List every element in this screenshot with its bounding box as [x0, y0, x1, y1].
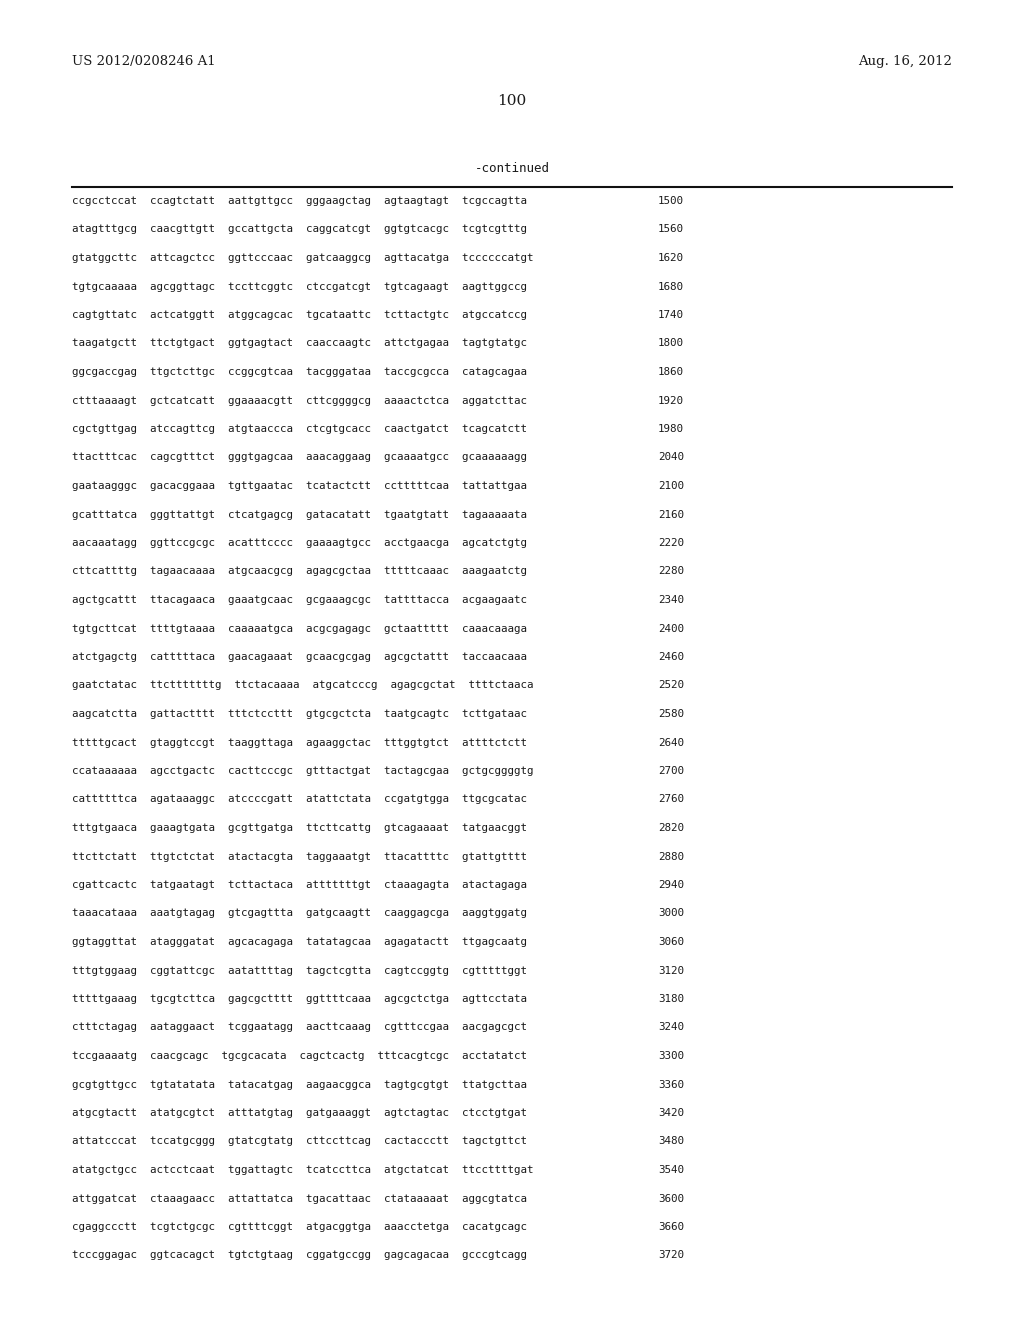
Text: gaatctatac  ttctttttttg  ttctacaaaa  atgcatcccg  agagcgctat  ttttctaaca: gaatctatac ttctttttttg ttctacaaaa atgcat… — [72, 681, 534, 690]
Text: cgctgttgag  atccagttcg  atgtaaccca  ctcgtgcacc  caactgatct  tcagcatctt: cgctgttgag atccagttcg atgtaaccca ctcgtgc… — [72, 424, 527, 434]
Text: aacaaatagg  ggttccgcgc  acatttcccc  gaaaagtgcc  acctgaacga  agcatctgtg: aacaaatagg ggttccgcgc acatttcccc gaaaagt… — [72, 539, 527, 548]
Text: ccataaaaaa  agcctgactc  cacttcccgc  gtttactgat  tactagcgaa  gctgcggggtg: ccataaaaaa agcctgactc cacttcccgc gtttact… — [72, 766, 534, 776]
Text: 2820: 2820 — [658, 822, 684, 833]
Text: 1740: 1740 — [658, 310, 684, 319]
Text: tccgaaaatg  caacgcagc  tgcgcacata  cagctcactg  tttcacgtcgc  acctatatct: tccgaaaatg caacgcagc tgcgcacata cagctcac… — [72, 1051, 527, 1061]
Text: 2100: 2100 — [658, 480, 684, 491]
Text: atagtttgcg  caacgttgtt  gccattgcta  caggcatcgt  ggtgtcacgc  tcgtcgtttg: atagtttgcg caacgttgtt gccattgcta caggcat… — [72, 224, 527, 235]
Text: 2340: 2340 — [658, 595, 684, 605]
Text: 2160: 2160 — [658, 510, 684, 520]
Text: atatgctgcc  actcctcaat  tggattagtc  tcatccttca  atgctatcat  ttccttttgat: atatgctgcc actcctcaat tggattagtc tcatcct… — [72, 1166, 534, 1175]
Text: gcgtgttgcc  tgtatatata  tatacatgag  aagaacggca  tagtgcgtgt  ttatgcttaa: gcgtgttgcc tgtatatata tatacatgag aagaacg… — [72, 1080, 527, 1089]
Text: 3660: 3660 — [658, 1222, 684, 1232]
Text: ggcgaccgag  ttgctcttgc  ccggcgtcaa  tacgggataa  taccgcgcca  catagcagaa: ggcgaccgag ttgctcttgc ccggcgtcaa tacggga… — [72, 367, 527, 378]
Text: 3720: 3720 — [658, 1250, 684, 1261]
Text: 100: 100 — [498, 94, 526, 108]
Text: gtatggcttc  attcagctcc  ggttcccaac  gatcaaggcg  agttacatga  tccccccatgt: gtatggcttc attcagctcc ggttcccaac gatcaag… — [72, 253, 534, 263]
Text: attggatcat  ctaaagaacc  attattatca  tgacattaac  ctataaaaat  aggcgtatca: attggatcat ctaaagaacc attattatca tgacatt… — [72, 1193, 527, 1204]
Text: 2460: 2460 — [658, 652, 684, 663]
Text: 3060: 3060 — [658, 937, 684, 946]
Text: tttgtggaag  cggtattcgc  aatattttag  tagctcgtta  cagtccggtg  cgtttttggt: tttgtggaag cggtattcgc aatattttag tagctcg… — [72, 965, 527, 975]
Text: 2220: 2220 — [658, 539, 684, 548]
Text: taaacataaa  aaatgtagag  gtcgagttta  gatgcaagtt  caaggagcga  aaggtggatg: taaacataaa aaatgtagag gtcgagttta gatgcaa… — [72, 908, 527, 919]
Text: 1980: 1980 — [658, 424, 684, 434]
Text: 1560: 1560 — [658, 224, 684, 235]
Text: cgaggccctt  tcgtctgcgc  cgttttcggt  atgacggtga  aaacctetga  cacatgcagc: cgaggccctt tcgtctgcgc cgttttcggt atgacgg… — [72, 1222, 527, 1232]
Text: agctgcattt  ttacagaaca  gaaatgcaac  gcgaaagcgc  tattttacca  acgaagaatc: agctgcattt ttacagaaca gaaatgcaac gcgaaag… — [72, 595, 527, 605]
Text: ttcttctatt  ttgtctctat  atactacgta  taggaaatgt  ttacattttc  gtattgtttt: ttcttctatt ttgtctctat atactacgta taggaaa… — [72, 851, 527, 862]
Text: 2940: 2940 — [658, 880, 684, 890]
Text: 3480: 3480 — [658, 1137, 684, 1147]
Text: taagatgctt  ttctgtgact  ggtgagtact  caaccaagtc  attctgagaa  tagtgtatgc: taagatgctt ttctgtgact ggtgagtact caaccaa… — [72, 338, 527, 348]
Text: 2640: 2640 — [658, 738, 684, 747]
Text: US 2012/0208246 A1: US 2012/0208246 A1 — [72, 55, 216, 69]
Text: 2040: 2040 — [658, 453, 684, 462]
Text: tgtgcaaaaa  agcggttagc  tccttcggtc  ctccgatcgt  tgtcagaagt  aagttggccg: tgtgcaaaaa agcggttagc tccttcggtc ctccgat… — [72, 281, 527, 292]
Text: cattttttca  agataaaggc  atccccgatt  atattctata  ccgatgtgga  ttgcgcatac: cattttttca agataaaggc atccccgatt atattct… — [72, 795, 527, 804]
Text: 2280: 2280 — [658, 566, 684, 577]
Text: 2760: 2760 — [658, 795, 684, 804]
Text: 3600: 3600 — [658, 1193, 684, 1204]
Text: gaataagggc  gacacggaaa  tgttgaatac  tcatactctt  cctttttcaa  tattattgaa: gaataagggc gacacggaaa tgttgaatac tcatact… — [72, 480, 527, 491]
Text: 1620: 1620 — [658, 253, 684, 263]
Text: tgtgcttcat  ttttgtaaaa  caaaaatgca  acgcgagagc  gctaattttt  caaacaaaga: tgtgcttcat ttttgtaaaa caaaaatgca acgcgag… — [72, 623, 527, 634]
Text: tttgtgaaca  gaaagtgata  gcgttgatga  ttcttcattg  gtcagaaaat  tatgaacggt: tttgtgaaca gaaagtgata gcgttgatga ttcttca… — [72, 822, 527, 833]
Text: 2880: 2880 — [658, 851, 684, 862]
Text: -continued: -continued — [474, 162, 550, 176]
Text: ctttaaaagt  gctcatcatt  ggaaaacgtt  cttcggggcg  aaaactctca  aggatcttac: ctttaaaagt gctcatcatt ggaaaacgtt cttcggg… — [72, 396, 527, 405]
Text: aagcatctta  gattactttt  tttctccttt  gtgcgctcta  taatgcagtc  tcttgataac: aagcatctta gattactttt tttctccttt gtgcgct… — [72, 709, 527, 719]
Text: 2700: 2700 — [658, 766, 684, 776]
Text: 3240: 3240 — [658, 1023, 684, 1032]
Text: 1500: 1500 — [658, 195, 684, 206]
Text: attatcccat  tccatgcggg  gtatcgtatg  cttccttcag  cactaccctt  tagctgttct: attatcccat tccatgcggg gtatcgtatg cttcctt… — [72, 1137, 527, 1147]
Text: atgcgtactt  atatgcgtct  atttatgtag  gatgaaaggt  agtctagtac  ctcctgtgat: atgcgtactt atatgcgtct atttatgtag gatgaaa… — [72, 1107, 527, 1118]
Text: tttttgaaag  tgcgtcttca  gagcgctttt  ggttttcaaa  agcgctctga  agttcctata: tttttgaaag tgcgtcttca gagcgctttt ggttttc… — [72, 994, 527, 1005]
Text: 2580: 2580 — [658, 709, 684, 719]
Text: 1800: 1800 — [658, 338, 684, 348]
Text: 3120: 3120 — [658, 965, 684, 975]
Text: tttttgcact  gtaggtccgt  taaggttaga  agaaggctac  tttggtgtct  attttctctt: tttttgcact gtaggtccgt taaggttaga agaaggc… — [72, 738, 527, 747]
Text: cagtgttatc  actcatggtt  atggcagcac  tgcataattc  tcttactgtc  atgccatccg: cagtgttatc actcatggtt atggcagcac tgcataa… — [72, 310, 527, 319]
Text: 3300: 3300 — [658, 1051, 684, 1061]
Text: ctttctagag  aataggaact  tcggaatagg  aacttcaaag  cgtttccgaa  aacgagcgct: ctttctagag aataggaact tcggaatagg aacttca… — [72, 1023, 527, 1032]
Text: 1920: 1920 — [658, 396, 684, 405]
Text: 3000: 3000 — [658, 908, 684, 919]
Text: Aug. 16, 2012: Aug. 16, 2012 — [858, 55, 952, 69]
Text: atctgagctg  catttttaca  gaacagaaat  gcaacgcgag  agcgctattt  taccaacaaa: atctgagctg catttttaca gaacagaaat gcaacgc… — [72, 652, 527, 663]
Text: ggtaggttat  atagggatat  agcacagaga  tatatagcaa  agagatactt  ttgagcaatg: ggtaggttat atagggatat agcacagaga tatatag… — [72, 937, 527, 946]
Text: cgattcactc  tatgaatagt  tcttactaca  atttttttgt  ctaaagagta  atactagaga: cgattcactc tatgaatagt tcttactaca atttttt… — [72, 880, 527, 890]
Text: 1860: 1860 — [658, 367, 684, 378]
Text: 3540: 3540 — [658, 1166, 684, 1175]
Text: ttactttcac  cagcgtttct  gggtgagcaa  aaacaggaag  gcaaaatgcc  gcaaaaaagg: ttactttcac cagcgtttct gggtgagcaa aaacagg… — [72, 453, 527, 462]
Text: 2520: 2520 — [658, 681, 684, 690]
Text: gcatttatca  gggttattgt  ctcatgagcg  gatacatatt  tgaatgtatt  tagaaaaata: gcatttatca gggttattgt ctcatgagcg gatacat… — [72, 510, 527, 520]
Text: 3360: 3360 — [658, 1080, 684, 1089]
Text: 3420: 3420 — [658, 1107, 684, 1118]
Text: 2400: 2400 — [658, 623, 684, 634]
Text: cttcattttg  tagaacaaaa  atgcaacgcg  agagcgctaa  tttttcaaac  aaagaatctg: cttcattttg tagaacaaaa atgcaacgcg agagcgc… — [72, 566, 527, 577]
Text: 3180: 3180 — [658, 994, 684, 1005]
Text: 1680: 1680 — [658, 281, 684, 292]
Text: tcccggagac  ggtcacagct  tgtctgtaag  cggatgccgg  gagcagacaa  gcccgtcagg: tcccggagac ggtcacagct tgtctgtaag cggatgc… — [72, 1250, 527, 1261]
Text: ccgcctccat  ccagtctatt  aattgttgcc  gggaagctag  agtaagtagt  tcgccagtta: ccgcctccat ccagtctatt aattgttgcc gggaagc… — [72, 195, 527, 206]
